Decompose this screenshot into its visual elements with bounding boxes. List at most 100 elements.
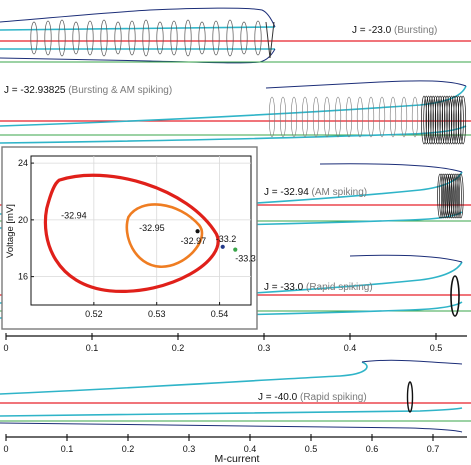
upper-axis-tick-label: 0.2	[172, 343, 185, 353]
panel-5-cyan-curve	[0, 361, 368, 395]
panel-2-spike-orbit	[268, 96, 276, 138]
inset-point-label: -32.97	[181, 236, 207, 246]
panel-2-label: J = -32.93825 (Bursting & AM spiking)	[4, 85, 172, 96]
panel-2-am-orbit	[444, 95, 450, 145]
panel-3-am-orbit	[442, 173, 449, 219]
inset-y-axis-title: Voltage [mV]	[5, 204, 16, 258]
panel-2-am-orbit	[439, 95, 446, 145]
panel-2-am-orbit	[430, 95, 437, 145]
inset-orbits: -32.94 -32.95	[43, 173, 220, 293]
panel-3-navy-curve	[319, 163, 463, 173]
panel-2-am-orbit	[457, 95, 464, 145]
panel-2: J = -32.93825 (Bursting & AM spiking)	[0, 80, 471, 145]
panel-1-burst-end	[265, 21, 275, 59]
panel-1-spike-orbit	[198, 21, 206, 55]
panel-2-spike-orbit	[301, 96, 309, 138]
panel-3-am-orbit	[450, 173, 457, 219]
lower-axis-tick-label: 0	[3, 444, 8, 454]
panel-3-am-orbit	[458, 173, 464, 219]
inset-points: -32.97 -33.2 -33.3	[181, 229, 256, 264]
upper-axis-tick-label: 0.1	[86, 343, 99, 353]
panel-1-burst-orbits	[30, 19, 275, 59]
panel-3-label: J = -32.94 (AM spiking)	[264, 187, 367, 198]
lower-axis-tick-label: 0.2	[122, 444, 135, 454]
panel-1-spike-orbit	[86, 20, 94, 56]
panel-3-am-orbit	[448, 173, 455, 219]
panel-5-navy-curve-lower	[0, 422, 463, 433]
inset-point	[220, 244, 225, 249]
lower-axis-tick-label: 0.7	[427, 444, 440, 454]
panel-2-spike-orbit	[312, 96, 320, 138]
panel-2-spike-orbit	[400, 96, 408, 138]
panel-1-navy-curve	[0, 7, 276, 28]
panel-2-spike-orbit	[345, 96, 353, 138]
panel-2-spike-orbit	[378, 96, 386, 138]
panel-2-spike-orbit	[279, 96, 287, 138]
panel-2-spike-orbit	[323, 96, 331, 138]
panel-1-spike-orbit	[170, 20, 178, 56]
panel-2-am-orbit	[432, 95, 439, 145]
panel-2-am-orbit	[446, 95, 453, 145]
panel-3-am-orbit	[452, 173, 458, 219]
inset-orbit-label: -32.95	[139, 223, 165, 233]
panel-3-am-orbit	[441, 173, 447, 219]
panel-1-label: J = -23.0 (Bursting)	[352, 25, 437, 36]
panel-1-spike-orbit	[100, 19, 108, 57]
panel-2-am-orbit	[455, 95, 462, 145]
upper-x-axis: 0 0.1 0.2 0.3 0.4 0.5	[3, 333, 467, 353]
panel-3-am-orbit	[446, 173, 453, 219]
panel-1-spike-orbit	[128, 20, 136, 56]
panel-1-spike-orbit	[72, 21, 80, 55]
panel-2-spike-orbit	[411, 96, 419, 138]
panel-2-am-orbits	[421, 95, 467, 145]
upper-axis-tick-label: 0	[3, 343, 8, 353]
panel-4-limit-cycle	[450, 275, 460, 317]
panel-2-spike-orbit	[367, 96, 375, 138]
panel-2-am-orbit	[434, 95, 441, 145]
upper-axis-tick-label: 0.4	[344, 343, 357, 353]
panel-5-limit-cycle	[406, 381, 414, 413]
panel-5-label: J = -40.0 (Rapid spiking)	[258, 392, 367, 403]
panel-1-spike-orbit	[114, 21, 122, 55]
inset-y-tick-label: 20	[18, 215, 28, 225]
panel-2-spike-orbit	[334, 96, 342, 138]
inset-grid	[31, 156, 251, 305]
panel-3-am-orbit	[439, 173, 445, 219]
inset-x-tick-label: 0.53	[148, 309, 166, 319]
panel-2-am-orbit	[460, 95, 467, 145]
panel-3-am-orbits	[437, 173, 464, 219]
panel-2-am-orbit	[448, 95, 455, 145]
panel-2-spike-orbit	[389, 96, 397, 138]
panel-2-am-orbit	[453, 95, 460, 145]
inset-point	[195, 229, 200, 234]
upper-axis-tick-label: 0.5	[430, 343, 443, 353]
lower-axis-tick-label: 0.5	[305, 444, 318, 454]
lower-axis-tick-label: 0.6	[366, 444, 379, 454]
panel-1-spike-orbit	[212, 20, 220, 56]
panel-3-am-orbit	[456, 173, 462, 219]
inset-orbit-orange	[125, 203, 204, 268]
panel-1-spike-orbit	[58, 19, 66, 57]
panel-1-spike-orbit	[226, 19, 234, 57]
panel-1-spike-orbit	[254, 20, 262, 56]
lower-x-axis: M-current 0 0.1 0.2 0.3 0.4 0.5 0.6 0.7	[3, 434, 467, 465]
inset-orbit-label: -32.94	[61, 210, 87, 220]
lower-axis-tick-label: 0.3	[183, 444, 196, 454]
panel-2-spike-orbit	[356, 96, 364, 138]
inset-x-tick-label: 0.52	[85, 309, 103, 319]
panel-1: J = -23.0 (Bursting)	[0, 7, 471, 64]
panel-1-navy-curve-lower	[0, 48, 276, 64]
panel-1-cyan-branch	[0, 26, 276, 31]
panel-2-am-orbit	[450, 95, 457, 145]
inset-y-tick-label: 24	[18, 158, 28, 168]
inset-x-tick-label: 0.54	[211, 309, 229, 319]
panel-2-am-orbit	[423, 95, 430, 145]
panel-2-am-orbit	[427, 95, 434, 145]
panel-1-spike-orbit	[30, 21, 38, 55]
lower-axis-tick-label: 0.4	[244, 444, 257, 454]
panel-2-cyan-curve	[0, 85, 467, 127]
panel-2-am-orbit	[437, 95, 444, 145]
inset-point	[233, 247, 238, 252]
